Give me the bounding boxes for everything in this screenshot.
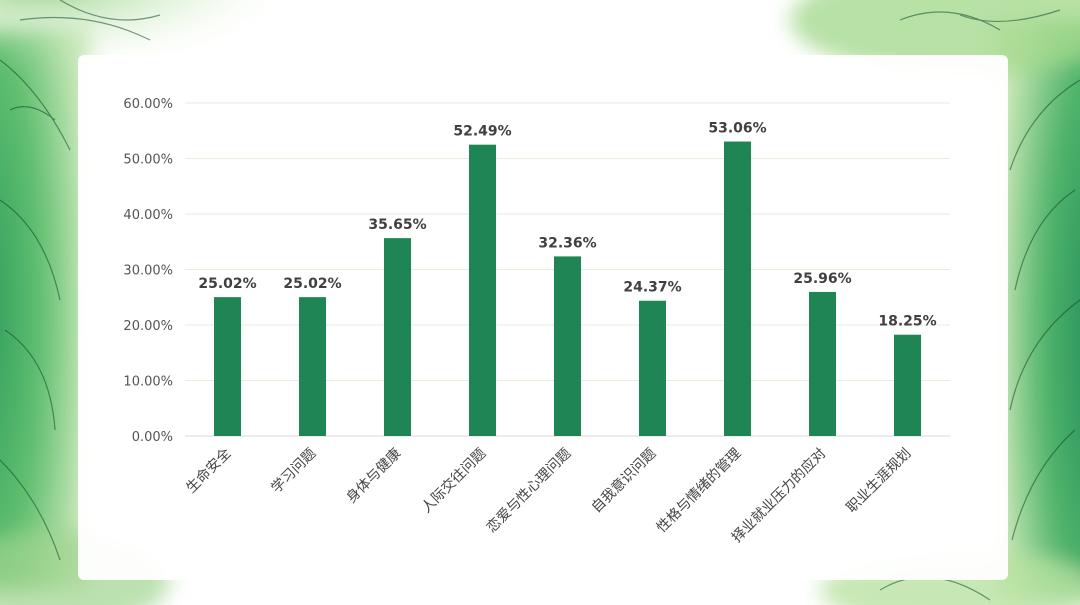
bar [299,297,326,436]
bar [724,141,751,436]
y-tick-label: 20.00% [123,319,173,334]
y-tick-label: 30.00% [123,264,173,279]
data-label: 35.65% [368,217,426,233]
category-label: 人际交往问题 [418,445,489,516]
data-label: 18.25% [878,314,936,330]
bar [554,256,581,436]
y-tick-label: 50.00% [123,153,173,168]
y-tick-label: 60.00% [123,97,173,112]
y-tick-label: 40.00% [123,208,173,223]
bar [214,297,241,436]
data-label: 24.37% [623,280,681,296]
data-label: 25.02% [198,276,256,292]
category-label: 职业生涯规划 [844,446,915,517]
category-label: 自我意识问题 [588,445,659,516]
category-label: 择业就业压力的应对 [728,445,829,546]
category-label: 学习问题 [268,446,319,497]
bar [809,291,836,436]
bar [384,238,411,436]
category-label: 生命安全 [183,445,235,497]
bar [639,300,666,436]
y-tick-label: 0.00% [132,430,173,445]
data-label: 53.06% [708,121,766,137]
data-label: 52.49% [453,124,511,140]
bars [214,141,921,437]
category-label: 身体与健康 [343,445,405,507]
data-labels: 25.02% 25.02% 35.65% 52.49% 32.36% 24.37% 53.0… [198,121,936,330]
bar [894,334,921,436]
bar [469,144,496,437]
data-label: 32.36% [538,235,596,251]
y-tick-label: 10.00% [123,375,173,390]
data-label: 25.96% [793,271,851,287]
y-axis-ticks: 0.00% 10.00% 20.00% 30.00% 40.00% 50.00% 60.00… [123,97,173,445]
category-label: 性格与情绪的管理 [654,446,745,537]
data-label: 25.02% [283,276,341,292]
category-label: 恋爱与性心理问题 [483,445,574,536]
